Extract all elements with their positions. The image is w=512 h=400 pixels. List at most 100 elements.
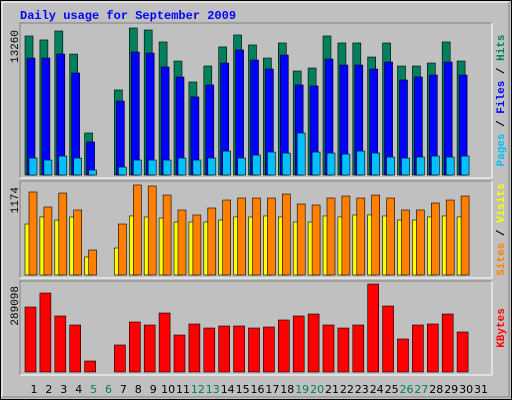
y-tick-label: 13260 — [10, 30, 22, 63]
bar — [218, 325, 230, 373]
x-tick-label: 5 — [90, 383, 97, 396]
bar — [426, 323, 439, 373]
bar — [263, 326, 275, 373]
bar — [41, 57, 51, 176]
x-tick-label: 8 — [135, 383, 142, 396]
bar — [222, 199, 231, 276]
bar — [114, 344, 126, 373]
bar — [367, 283, 380, 373]
bar — [69, 324, 81, 373]
x-tick-label: 22 — [340, 383, 354, 396]
bar — [58, 155, 68, 176]
bar — [356, 197, 366, 276]
x-tick-label: 1 — [31, 383, 38, 396]
bar — [160, 66, 170, 176]
bar — [129, 321, 141, 373]
bar — [133, 184, 142, 276]
legend-entry: Files — [496, 81, 508, 114]
bar — [116, 100, 125, 176]
bar — [162, 194, 172, 276]
x-tick-label: 26 — [400, 383, 414, 396]
bar — [441, 313, 454, 373]
bar — [326, 197, 336, 276]
bar — [292, 315, 305, 373]
bar — [43, 206, 53, 276]
legend-entry: Sites — [496, 243, 508, 276]
bar — [145, 52, 155, 176]
bar — [311, 151, 321, 176]
x-tick-label: 12 — [191, 383, 205, 396]
bar — [131, 51, 140, 176]
bar — [43, 159, 53, 176]
legend: KBytes — [496, 308, 508, 348]
bar — [445, 156, 455, 176]
bar — [233, 325, 245, 373]
bar — [188, 323, 201, 373]
legend-entry: KBytes — [496, 308, 508, 348]
bar — [207, 207, 217, 276]
x-tick-label: 19 — [295, 383, 309, 396]
bar — [445, 199, 455, 276]
legend-entry: Hits — [496, 34, 508, 60]
x-tick-label: 28 — [429, 383, 443, 396]
legend: Sites / Visits — [496, 183, 508, 275]
bar — [341, 153, 351, 176]
legend-entry: Pages — [496, 134, 508, 167]
bar — [382, 305, 394, 373]
x-tick-label: 13 — [206, 383, 220, 396]
bar — [28, 191, 38, 276]
bar — [118, 223, 127, 276]
x-tick-label: 4 — [75, 383, 82, 396]
x-tick-label: 2 — [45, 383, 52, 396]
panel-bevel — [19, 280, 492, 375]
bar — [326, 152, 336, 176]
bar — [28, 157, 38, 176]
x-tick-label: 27 — [414, 383, 428, 396]
bar — [311, 204, 321, 276]
legend-separator: / — [496, 223, 508, 243]
bar — [460, 155, 470, 176]
x-tick-label: 18 — [280, 383, 294, 396]
bar — [401, 209, 410, 276]
bar — [416, 209, 425, 276]
legend-separator: / — [496, 114, 508, 134]
bar — [341, 195, 351, 276]
y-tick-label: 1174 — [10, 187, 22, 214]
bar — [177, 209, 187, 276]
bar — [296, 132, 306, 176]
x-tick-label: 9 — [150, 383, 157, 396]
bar — [192, 159, 202, 176]
bar — [386, 156, 395, 176]
panel-bevel — [19, 180, 492, 278]
x-tick-label: 7 — [120, 383, 127, 396]
bar — [252, 197, 261, 276]
y-tick-label: 289098 — [10, 286, 22, 326]
x-tick-label: 16 — [251, 383, 265, 396]
bar — [162, 159, 172, 176]
bar — [26, 57, 36, 176]
x-tick-label: 15 — [236, 383, 250, 396]
bar — [267, 151, 276, 176]
legend: Pages / Files / Hits — [496, 34, 508, 166]
bar — [430, 155, 440, 176]
bar — [460, 195, 470, 276]
bar — [337, 327, 350, 373]
x-tick-label: 6 — [105, 383, 112, 396]
bar — [84, 360, 96, 373]
bar — [252, 154, 261, 176]
bar — [192, 214, 202, 276]
x-tick-label: 29 — [444, 383, 458, 396]
bar — [88, 169, 97, 176]
panel-bevel — [20, 23, 493, 179]
bar — [307, 313, 320, 373]
panel-bevel — [20, 281, 493, 376]
bar — [173, 334, 186, 373]
bar — [352, 324, 365, 373]
x-tick-label: 3 — [60, 383, 67, 396]
bar — [296, 203, 306, 276]
legend-entry: Visits — [496, 183, 508, 223]
bar — [412, 324, 424, 373]
x-tick-label: 31 — [474, 383, 488, 396]
